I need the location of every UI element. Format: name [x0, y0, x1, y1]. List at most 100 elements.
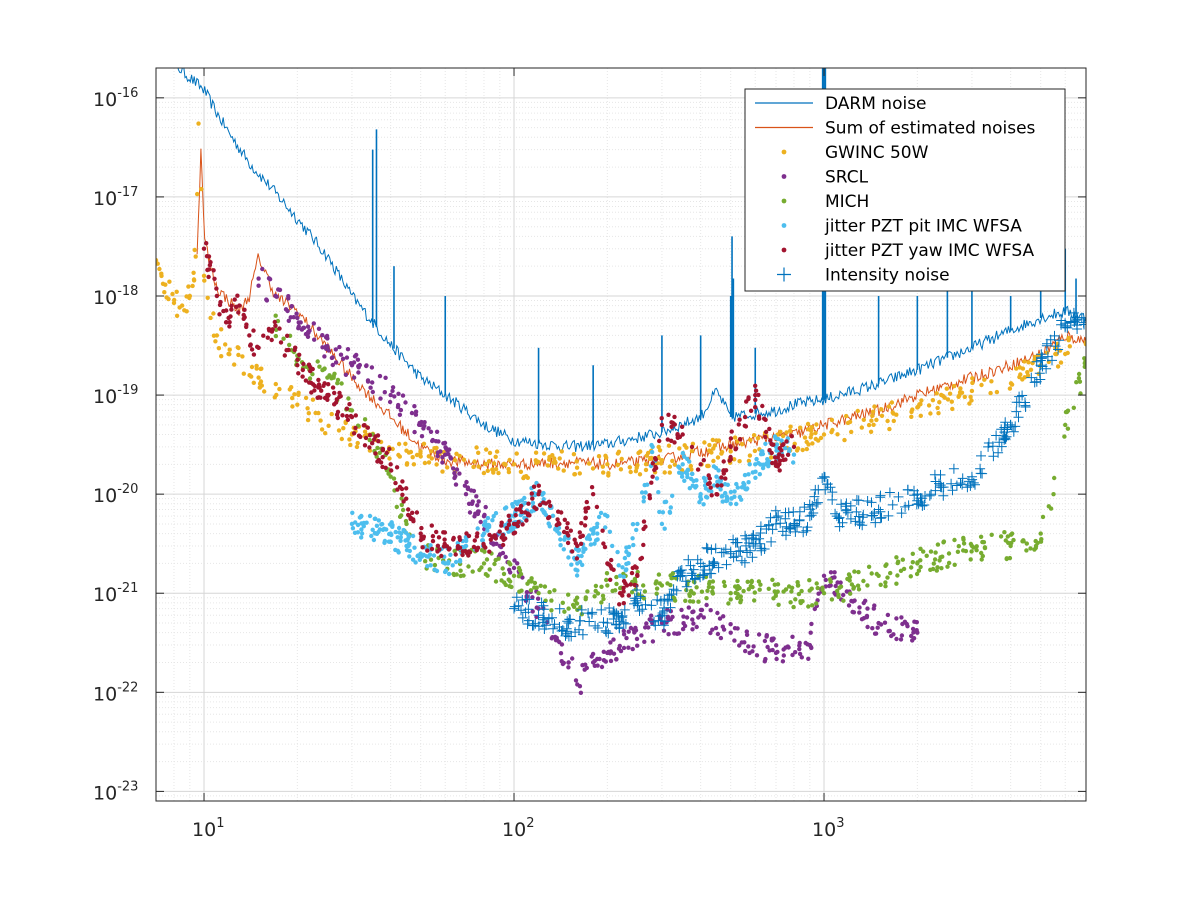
data-point [744, 629, 749, 634]
data-point [643, 625, 648, 630]
data-point [578, 690, 584, 695]
data-point [476, 464, 481, 469]
data-point [1000, 417, 1011, 428]
data-point [821, 432, 827, 437]
data-point [698, 569, 709, 580]
data-point [319, 427, 325, 432]
data-point [662, 470, 667, 475]
data-point [683, 598, 688, 603]
data-point [681, 581, 692, 592]
data-point [439, 553, 444, 559]
data-point [697, 500, 702, 505]
data-point [396, 441, 402, 447]
data-point [630, 565, 635, 571]
data-point [752, 598, 757, 603]
data-point [928, 549, 934, 554]
data-point [593, 583, 599, 589]
data-point [736, 422, 741, 427]
data-point [725, 546, 736, 557]
data-point [464, 479, 469, 485]
data-point [805, 421, 811, 427]
data-point [305, 417, 311, 423]
data-point [256, 276, 261, 281]
data-point [858, 509, 869, 520]
data-point [969, 549, 974, 554]
data-point [570, 656, 575, 661]
data-point [156, 257, 159, 263]
data-point [471, 488, 477, 494]
data-point [737, 585, 742, 591]
data-point [806, 510, 817, 521]
data-point [338, 352, 344, 357]
data-point [247, 333, 252, 338]
data-point [258, 366, 263, 372]
data-point [301, 361, 306, 367]
data-point [580, 562, 585, 568]
data-point [706, 544, 717, 555]
data-point [815, 585, 820, 591]
data-point [730, 537, 741, 548]
data-point [763, 441, 768, 446]
data-point [682, 478, 687, 483]
data-point [465, 486, 471, 492]
data-point [743, 648, 748, 654]
data-point [1024, 548, 1029, 553]
data-point [523, 510, 528, 515]
data-point [974, 544, 979, 549]
data-point [332, 390, 337, 396]
data-point [808, 630, 813, 635]
data-point [434, 445, 439, 451]
data-point [579, 553, 584, 559]
data-point [773, 459, 778, 465]
data-point [430, 438, 435, 444]
data-point [318, 418, 323, 423]
data-point [624, 635, 629, 641]
data-point [451, 535, 456, 541]
data-point [664, 590, 675, 601]
data-point [338, 394, 343, 399]
data-point [961, 537, 966, 542]
data-point [917, 402, 922, 407]
data-point [432, 567, 437, 572]
data-point [702, 440, 707, 445]
data-point [622, 555, 628, 561]
data-point [401, 527, 406, 533]
data-point [517, 595, 528, 605]
data-point [609, 557, 614, 563]
data-point [760, 403, 765, 409]
data-point [641, 499, 646, 504]
data-point [849, 582, 855, 587]
data-point [315, 359, 320, 364]
data-point [511, 565, 517, 571]
data-point [775, 518, 786, 529]
data-point [784, 439, 789, 444]
data-point [709, 493, 714, 498]
data-point [916, 568, 922, 573]
data-point [594, 504, 600, 510]
data-point [713, 465, 719, 471]
data-point [350, 510, 355, 515]
data-point [672, 414, 677, 420]
data-point [786, 449, 792, 454]
data-point [503, 582, 508, 588]
data-point [746, 458, 752, 464]
data-point [617, 643, 622, 649]
data-point [909, 565, 914, 570]
data-point [634, 636, 640, 642]
data-point [979, 382, 984, 388]
data-point [639, 633, 644, 638]
data-point [208, 260, 213, 265]
series-srcl [256, 266, 920, 695]
data-point [530, 595, 535, 600]
data-point [538, 583, 543, 588]
data-point [929, 469, 940, 480]
data-point [710, 591, 716, 596]
data-point [537, 502, 543, 508]
data-point [370, 380, 375, 385]
data-point [714, 474, 719, 479]
data-point [956, 544, 961, 549]
legend-label: jitter PZT pit IMC WFSA [824, 217, 1022, 237]
data-point [691, 478, 696, 484]
data-point [317, 364, 322, 369]
data-point [472, 459, 477, 464]
